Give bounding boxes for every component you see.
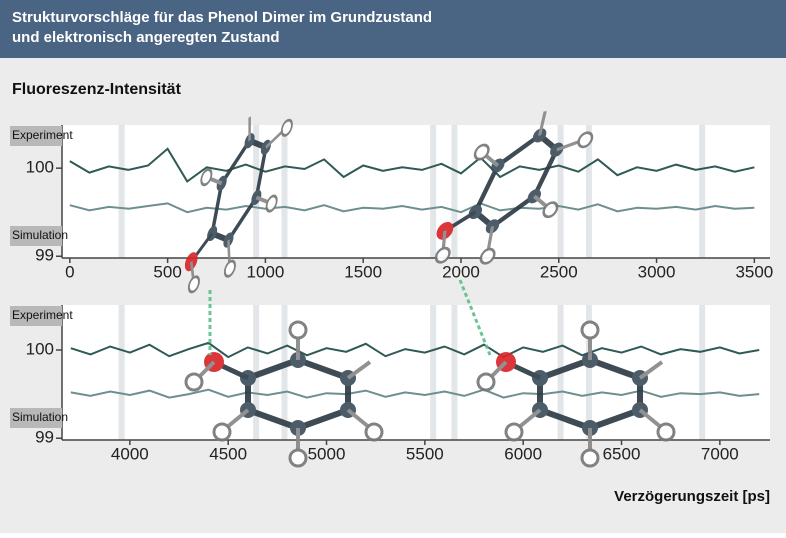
stripe bbox=[451, 125, 457, 258]
series-label: Experiment bbox=[12, 308, 73, 322]
plot-area bbox=[62, 305, 770, 440]
series-label: Simulation bbox=[12, 410, 68, 424]
x-tick-label: 4000 bbox=[111, 444, 149, 463]
x-tick-label: 7000 bbox=[701, 444, 739, 463]
x-tick-label: 6500 bbox=[603, 444, 641, 463]
x-axis-title: Verzögerungszeit [ps] bbox=[614, 488, 770, 505]
x-tick-label: 6000 bbox=[504, 444, 542, 463]
title-line: Strukturvorschläge für das Phenol Dimer … bbox=[12, 9, 432, 26]
series-label: Simulation bbox=[12, 228, 68, 242]
x-tick-label: 2000 bbox=[442, 262, 480, 281]
series-label: Experiment bbox=[12, 128, 73, 142]
title-line: und elektronisch angeregten Zustand bbox=[12, 29, 280, 46]
figure: Strukturvorschläge für das Phenol Dimer … bbox=[0, 0, 786, 533]
stripe bbox=[119, 125, 125, 258]
x-tick-label: 3500 bbox=[735, 262, 773, 281]
x-tick-label: 5500 bbox=[406, 444, 444, 463]
stripe bbox=[430, 305, 436, 440]
x-tick-label: 5000 bbox=[308, 444, 346, 463]
x-tick-label: 500 bbox=[153, 262, 181, 281]
plot-area bbox=[62, 125, 770, 258]
y-tick-label: 99 bbox=[35, 246, 54, 265]
x-tick-label: 3000 bbox=[638, 262, 676, 281]
plot-panel: 99 100 4000 4500 5000 5500 6000 6500 7000 Experim… bbox=[10, 305, 770, 463]
x-tick-label: 1000 bbox=[246, 262, 284, 281]
x-tick-label: 4500 bbox=[209, 444, 247, 463]
stripe bbox=[699, 305, 705, 440]
stripe bbox=[451, 305, 457, 440]
y-tick-label: 99 bbox=[35, 428, 54, 447]
y-axis-title: Fluoreszenz-Intensität bbox=[12, 81, 182, 98]
stripe bbox=[281, 125, 287, 258]
stripe bbox=[699, 125, 705, 258]
y-tick-label: 100 bbox=[26, 339, 54, 358]
stripe bbox=[430, 125, 436, 258]
x-tick-label: 0 bbox=[65, 262, 74, 281]
stripe bbox=[119, 305, 125, 440]
x-tick-label: 1500 bbox=[344, 262, 382, 281]
x-tick-label: 2500 bbox=[540, 262, 578, 281]
y-tick-label: 100 bbox=[26, 158, 54, 177]
